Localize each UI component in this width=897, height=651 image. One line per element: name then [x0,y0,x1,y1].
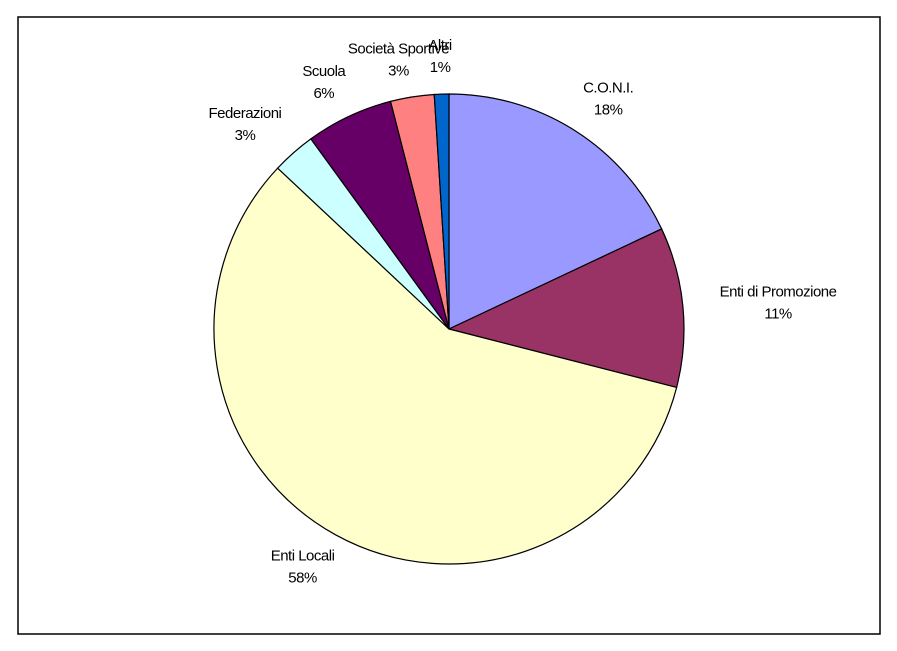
slice-value-label: 3% [388,62,409,79]
slice-value-label: 1% [430,59,451,76]
pie-slice [447,228,685,389]
pie-slice [213,167,678,565]
slice-value-label: 18% [594,101,623,118]
slice-value-label: 3% [235,127,256,144]
slice-label: Enti di Promozione [720,283,837,300]
slice-value-label: 58% [288,569,317,586]
slice-value-label: 6% [313,85,334,102]
slice-value-label: 11% [764,305,792,322]
slice-label: Società Sportive [348,40,449,57]
slice-label: C.O.N.I. [583,79,633,96]
pie-slice [433,93,450,330]
slice-label: Scuola [302,63,346,80]
slice-label: Federazioni [209,105,282,122]
slice-label: Altri [428,37,452,54]
slice-label: Enti Locali [271,547,335,564]
pie-slice [448,93,663,330]
